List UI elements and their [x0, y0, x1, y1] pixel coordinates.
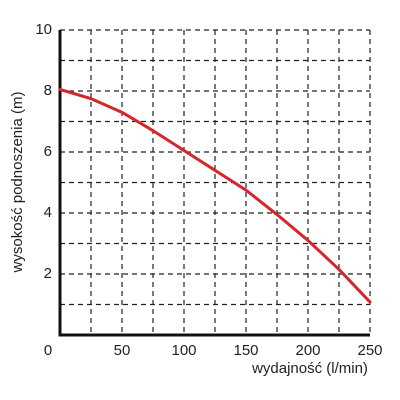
- x-tick-label: 0: [44, 342, 52, 359]
- curve: [58, 87, 372, 304]
- x-tick-label: 150: [233, 342, 258, 359]
- y-tick-label: 6: [44, 143, 52, 160]
- x-tick-label: 50: [114, 342, 131, 359]
- y-tick-label: 8: [44, 82, 52, 99]
- y-tick-label: 10: [35, 21, 52, 38]
- y-tick-label: 4: [44, 204, 52, 221]
- x-axis-label: wydajność (l/min): [251, 360, 368, 377]
- y-axis-label: wysokość podnoszenia (m): [9, 92, 26, 274]
- x-tick-label: 250: [357, 342, 382, 359]
- x-tick-label: 100: [171, 342, 196, 359]
- x-tick-label: 200: [295, 342, 320, 359]
- y-tick-label: 2: [44, 265, 52, 282]
